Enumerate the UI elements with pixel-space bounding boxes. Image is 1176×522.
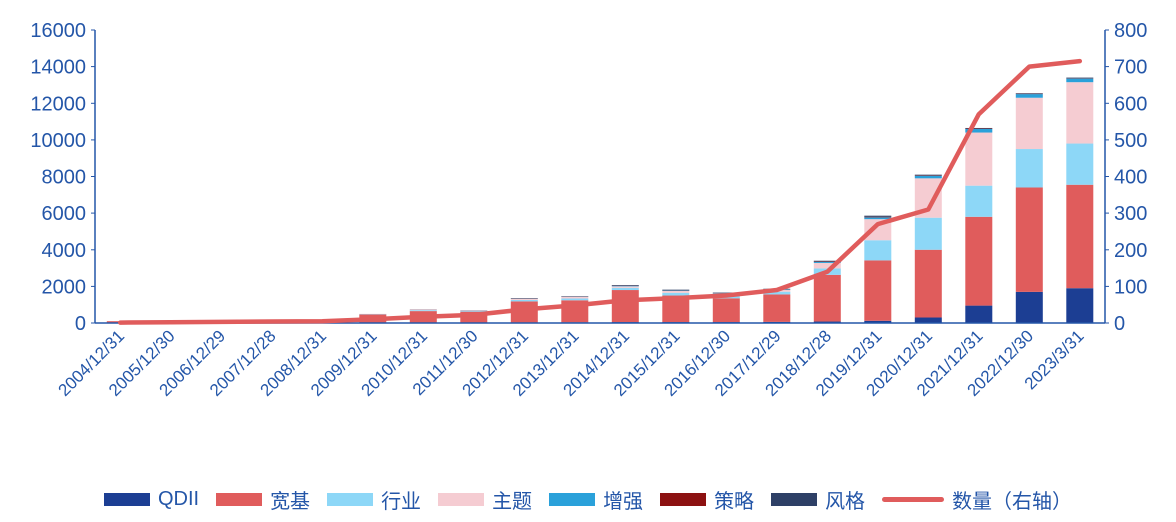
legend-label: QDII (157, 488, 200, 510)
bar-segment-风格 (1066, 77, 1094, 79)
right-axis-tick-label: 800 (1114, 20, 1147, 42)
bar-segment-行业 (965, 185, 993, 217)
bar-segment-行业 (561, 298, 589, 301)
bar-segment-增强 (1015, 94, 1043, 98)
bar-segment-行业 (510, 299, 538, 302)
bar-segment-主题 (409, 309, 437, 311)
right-axis-tick-label: 500 (1114, 130, 1147, 152)
bar-segment-风格 (712, 292, 740, 294)
right-axis-tick-label: 100 (1114, 276, 1147, 298)
bar-segment-行业 (914, 217, 942, 250)
bar-segment-宽基 (864, 260, 892, 321)
left-axis-tick-label: 8000 (42, 167, 87, 189)
bar-segment-宽基 (712, 298, 740, 323)
legend-item-2: 行业 (327, 485, 421, 514)
left-axis-tick-label: 12000 (30, 93, 86, 115)
legend-label: 数量（右轴） (952, 491, 1073, 513)
bar-segment-行业 (1066, 143, 1094, 185)
legend-color-swatch (438, 493, 485, 506)
bar-segment-宽基 (813, 274, 841, 322)
chart-legend: QDII 宽基 行业 主题 增强 策略 风格 数量（右轴） (0, 485, 1176, 514)
bar-segment-风格 (965, 127, 993, 129)
left-axis-tick-label: 0 (75, 313, 86, 335)
legend-color-swatch (327, 493, 374, 506)
left-axis-tick-label: 2000 (42, 276, 87, 298)
left-axis-tick-label: 14000 (30, 57, 86, 79)
bar-segment-宽基 (611, 290, 639, 323)
legend-label: 策略 (714, 491, 755, 513)
bar-segment-宽基 (1066, 184, 1094, 289)
right-axis-tick-label: 600 (1114, 93, 1147, 115)
left-axis-tick-label: 6000 (42, 203, 87, 225)
bar-segment-行业 (611, 287, 639, 291)
bar-segment-风格 (611, 285, 639, 286)
bar-segment-宽基 (965, 216, 993, 306)
bar-segment-主题 (611, 286, 639, 288)
legend-label: 主题 (492, 491, 533, 513)
bar-segment-增强 (914, 175, 942, 179)
right-axis-tick-label: 200 (1114, 240, 1147, 262)
bar-segment-策略 (914, 175, 942, 176)
legend-label: 风格 (825, 491, 866, 513)
bar-segment-主题 (1015, 97, 1043, 150)
bar-segment-主题 (813, 262, 841, 269)
legend-label: 宽基 (270, 491, 311, 513)
bar-segment-风格 (864, 215, 892, 217)
bar-segment-主题 (510, 298, 538, 300)
bar-segment-宽基 (1015, 187, 1043, 292)
bar-segment-增强 (965, 128, 993, 133)
bar-segment-行业 (662, 292, 690, 296)
legend-item-4: 增强 (549, 485, 643, 514)
right-axis-tick-label: 400 (1114, 167, 1147, 189)
count-line-series (118, 58, 1083, 325)
legend-item-0: QDII (103, 488, 200, 511)
legend-color-swatch (216, 493, 263, 506)
bar-segment-风格 (1015, 93, 1043, 94)
legend-line-swatch (882, 497, 945, 502)
legend-color-swatch (771, 493, 818, 506)
right-axis-tick-label: 0 (1114, 313, 1125, 335)
legend-color-swatch (549, 493, 596, 506)
bar-segment-主题 (662, 290, 690, 293)
legend-item-7: 数量（右轴） (882, 485, 1072, 514)
bar-segment-增强 (813, 261, 841, 263)
legend-item-5: 策略 (660, 485, 754, 514)
bar-segment-行业 (1015, 149, 1043, 188)
bar-segment-行业 (409, 310, 437, 312)
bar-segment-QDII (1015, 291, 1043, 323)
legend-item-6: 风格 (771, 485, 865, 514)
bar-segment-行业 (763, 291, 791, 295)
right-axis-tick-label: 300 (1114, 203, 1147, 225)
bar-segment-增强 (1066, 78, 1094, 83)
bar-segment-风格 (813, 260, 841, 262)
legend-color-swatch (103, 493, 150, 506)
bar-segment-策略 (864, 216, 892, 218)
bar-segment-主题 (460, 310, 488, 311)
legend-item-1: 宽基 (216, 485, 310, 514)
bar-segment-增强 (864, 217, 892, 220)
bar-segment-宽基 (763, 294, 791, 322)
bar-segment-QDII (965, 305, 993, 323)
left-axis-tick-label: 10000 (30, 130, 86, 152)
left-axis-tick-label: 4000 (42, 240, 87, 262)
bar-segment-主题 (1066, 82, 1094, 144)
bar-segment-风格 (662, 289, 690, 291)
left-axis-tick-label: 16000 (30, 20, 86, 42)
etf-stacked-bar-chart: 0 2000 4000 6000 8000 10000 12000 14000 16000 0 10… (30, 20, 1147, 400)
bar-segment-QDII (864, 320, 892, 323)
bar-segment-QDII (1066, 288, 1094, 323)
bar-segment-QDII (914, 317, 942, 323)
bar-segment-主题 (561, 297, 589, 299)
bar-segment-行业 (460, 310, 488, 312)
bar-segment-行业 (864, 240, 892, 261)
legend-label: 增强 (603, 491, 644, 513)
bar-segment-宽基 (914, 249, 942, 318)
right-axis-tick-label: 700 (1114, 57, 1147, 79)
legend-color-swatch (660, 493, 707, 506)
legend-item-3: 主题 (438, 485, 532, 514)
legend-label: 行业 (381, 491, 422, 513)
bar-segment-主题 (965, 132, 993, 186)
